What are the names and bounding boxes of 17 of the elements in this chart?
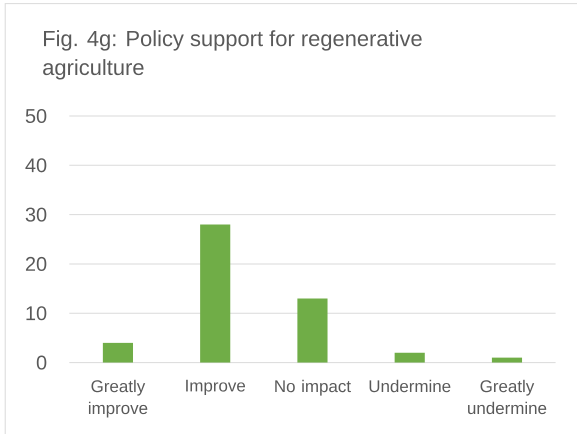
bar — [297, 298, 328, 363]
x-tick-label: Undermine — [370, 380, 450, 392]
chart-title: Fig. 4g: Policy support for regenerative agriculture — [43, 30, 422, 80]
bar — [492, 358, 522, 363]
y-tick-label: 0 — [36, 356, 46, 370]
bar — [394, 352, 425, 363]
bar — [200, 224, 230, 363]
y-tick-label: 20 — [26, 256, 46, 271]
x-tick-label: Greatly improve — [88, 380, 148, 418]
y-tick-label: 40 — [25, 158, 46, 172]
y-tick-label: 30 — [26, 208, 46, 222]
x-tick-label: No impact — [275, 380, 351, 396]
x-tick-label: Improve — [186, 380, 246, 395]
x-tick-label: Greatly undermine — [468, 380, 546, 414]
y-tick-label: 50 — [26, 108, 46, 124]
y-tick-label: 10 — [26, 306, 46, 320]
bar — [102, 342, 134, 363]
